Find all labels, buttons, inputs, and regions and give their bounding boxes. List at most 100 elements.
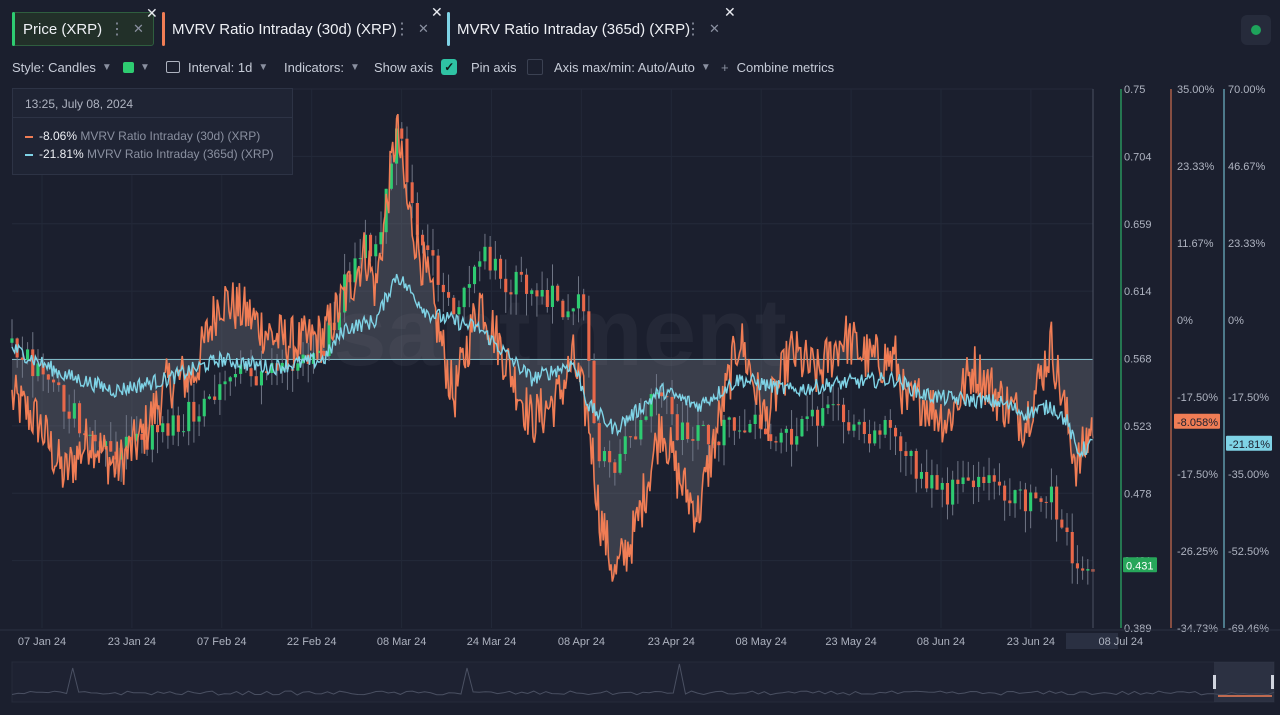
- close-icon[interactable]: ✕: [418, 21, 429, 36]
- tab-mvrv-30d[interactable]: MVRV Ratio Intraday (30d) (XRP) ⋮ ✕ ✕: [162, 4, 443, 46]
- close-icon[interactable]: ✕: [709, 21, 720, 36]
- x-tick-label: 22 Feb 24: [287, 636, 337, 648]
- candle: [738, 430, 742, 432]
- tab-price[interactable]: Price (XRP) ⋮ ✕ ✕: [12, 5, 158, 46]
- remove-metric-icon[interactable]: ✕: [724, 4, 736, 20]
- chevron-down-icon: ▼: [700, 61, 711, 73]
- current-value-badge: [1123, 557, 1157, 573]
- more-icon[interactable]: ⋮: [685, 21, 701, 38]
- candle: [353, 258, 357, 283]
- candle: [244, 364, 248, 369]
- show-axis-toggle[interactable]: Show axis ✓: [374, 58, 458, 76]
- tab-mvrv-365d[interactable]: MVRV Ratio Intraday (365d) (XRP) ⋮ ✕ ✕: [447, 4, 736, 46]
- tab-color-bar: [162, 12, 165, 46]
- chevron-down-icon: ▼: [140, 61, 150, 73]
- remove-metric-icon[interactable]: ✕: [431, 4, 443, 20]
- candle: [504, 278, 508, 293]
- candle: [1075, 563, 1079, 569]
- combine-metrics-button[interactable]: + Combine metrics: [721, 58, 834, 76]
- candle: [956, 479, 960, 484]
- axis-minmax-dropdown[interactable]: Axis max/min: Auto/Auto ▼: [554, 58, 711, 76]
- candle: [337, 312, 341, 330]
- checkbox-checked-icon[interactable]: ✓: [441, 59, 458, 75]
- candle: [587, 311, 591, 361]
- candle: [46, 374, 50, 380]
- navigator-track: [11, 661, 1275, 703]
- candle: [156, 425, 160, 433]
- zero-fill-area: [12, 114, 1093, 582]
- candle: [363, 234, 367, 259]
- axis-tick-label: 0.704: [1124, 151, 1152, 163]
- candle: [691, 439, 695, 441]
- candle: [218, 384, 222, 400]
- candle: [696, 425, 700, 441]
- axis-tick-label: -26.25%: [1177, 546, 1218, 558]
- candle: [1060, 519, 1064, 528]
- candle: [384, 188, 388, 233]
- axis-tick-label: 0.568: [1124, 354, 1152, 366]
- candle: [613, 462, 617, 473]
- candle: [868, 434, 872, 444]
- candle: [571, 308, 575, 312]
- candle: [405, 138, 409, 183]
- candle: [1034, 492, 1038, 499]
- candle: [400, 128, 404, 139]
- pin-axis-toggle[interactable]: Pin axis: [471, 58, 543, 76]
- candle: [410, 182, 414, 203]
- candle: [1049, 486, 1053, 503]
- candle: [779, 432, 783, 443]
- close-icon[interactable]: ✕: [133, 21, 144, 36]
- axis-tick-label: 0.478: [1124, 488, 1152, 500]
- tab-label: Price (XRP): [23, 20, 103, 38]
- series-swatch-icon: [25, 153, 33, 156]
- style-label: Style: Candles: [12, 59, 96, 75]
- candle: [493, 258, 497, 271]
- candle: [602, 451, 606, 462]
- indicators-dropdown[interactable]: Indicators: ▼: [284, 58, 360, 76]
- candle: [940, 483, 944, 490]
- candle: [618, 453, 622, 473]
- candle: [597, 423, 601, 462]
- navigator[interactable]: [11, 661, 1275, 703]
- candle: [187, 401, 191, 432]
- candle: [1070, 532, 1074, 564]
- x-tick-label: 08 Mar 24: [377, 636, 427, 648]
- checkbox-unchecked-icon[interactable]: [526, 59, 543, 75]
- candle: [686, 422, 690, 440]
- candle: [202, 398, 206, 417]
- x-tick-label: 23 Apr 24: [648, 636, 695, 648]
- settings-button[interactable]: [1241, 15, 1271, 45]
- candle: [259, 371, 263, 386]
- tooltip-row: -8.06% MVRV Ratio Intraday (30d) (XRP): [25, 129, 260, 143]
- hover-tooltip: 13:25, July 08, 2024 -8.06% MVRV Ratio I…: [12, 88, 293, 175]
- axis-minmax-label: Axis max/min: Auto/Auto: [554, 59, 695, 75]
- chevron-down-icon: ▼: [349, 61, 360, 73]
- combine-label: Combine metrics: [736, 59, 835, 75]
- navigator-line: [11, 663, 1275, 696]
- mvrv-30d-area: [12, 114, 1093, 582]
- more-icon[interactable]: ⋮: [109, 21, 125, 38]
- axis-tick-label: 0.659: [1124, 219, 1152, 231]
- candle: [41, 363, 45, 375]
- candle: [769, 434, 773, 442]
- more-icon[interactable]: ⋮: [394, 21, 410, 38]
- axis-tick-label: 35.00%: [1177, 84, 1215, 96]
- candle: [826, 404, 830, 409]
- candle: [441, 284, 445, 293]
- color-dropdown[interactable]: ▼: [123, 58, 150, 76]
- axis-tick-label: -17.50%: [1177, 469, 1218, 481]
- candle: [207, 396, 211, 399]
- candle: [987, 475, 991, 483]
- navigator-handle-right: [1271, 675, 1274, 689]
- candle: [909, 451, 913, 456]
- remove-metric-icon[interactable]: ✕: [146, 5, 158, 21]
- navigator-handle-left: [1213, 675, 1216, 689]
- candle: [374, 244, 378, 257]
- interval-dropdown[interactable]: Interval: 1d ▼: [166, 58, 268, 76]
- candle: [831, 404, 835, 406]
- style-dropdown[interactable]: Style: Candles ▼: [12, 58, 112, 76]
- candle: [26, 349, 30, 360]
- candle: [576, 294, 580, 309]
- tooltip-value: -8.06%: [39, 129, 78, 143]
